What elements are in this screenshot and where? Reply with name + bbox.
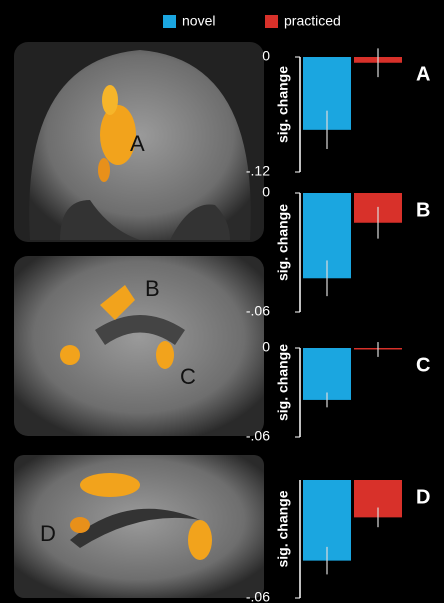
y-tick-label: 0 (262, 339, 270, 355)
image-label: B (145, 276, 160, 301)
y-axis-label: sig. change (275, 344, 291, 421)
y-tick-label: -.06 (246, 303, 270, 319)
legend-swatch (163, 15, 176, 28)
y-axis-label: sig. change (275, 490, 291, 567)
bar (303, 348, 351, 400)
y-axis-label: sig. change (275, 66, 291, 143)
y-tick-label: -.06 (246, 589, 270, 603)
panel-label: C (416, 354, 430, 376)
image-label: A (130, 131, 145, 156)
panel-label: D (416, 486, 430, 508)
panel-label: B (416, 199, 430, 221)
figure: A B C D novel practiced 0 -.12 sig. change A 0… (0, 0, 444, 603)
panel-label: A (416, 63, 430, 85)
brain-image (14, 256, 264, 436)
y-axis-label: sig. change (275, 204, 291, 281)
y-tick-label: 0 (262, 48, 270, 64)
y-tick-label: -.06 (246, 428, 270, 444)
legend-label: novel (182, 13, 215, 29)
legend-label: practiced (284, 13, 341, 29)
y-tick-label: 0 (262, 184, 270, 200)
image-label: D (40, 521, 56, 546)
legend-swatch (265, 15, 278, 28)
y-tick-label: -.12 (246, 163, 270, 179)
image-label: C (180, 364, 196, 389)
